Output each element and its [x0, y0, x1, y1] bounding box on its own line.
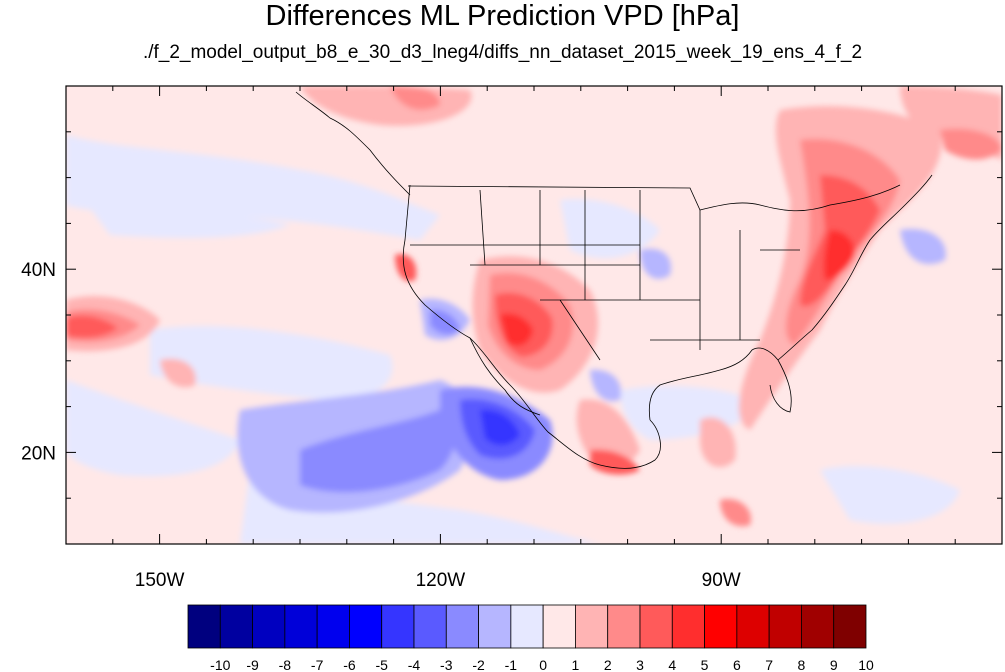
colorbar-swatch — [510, 604, 544, 649]
plot-subtitle: ./f_2_model_output_b8_e_30_d3_lneg4/diff… — [142, 42, 863, 63]
colorbar-label: -6 — [343, 657, 356, 672]
colorbar-label: 6 — [733, 657, 741, 672]
colorbar-swatch — [413, 604, 447, 649]
x-tick-label: 90W — [702, 570, 741, 591]
colorbar-swatch — [833, 604, 867, 649]
colorbar-label: 3 — [636, 657, 644, 672]
colorbar-label: 2 — [604, 657, 612, 672]
colorbar-label: 10 — [858, 657, 874, 672]
colorbar-swatch — [316, 604, 350, 649]
colorbar-label: -10 — [210, 657, 230, 672]
coastlines-and-borders — [295, 91, 933, 469]
colorbar-swatch — [704, 604, 738, 649]
colorbar-swatch — [607, 604, 641, 649]
colorbar-swatch — [671, 604, 705, 649]
colorbar-label: 7 — [765, 657, 773, 672]
colorbar-label: -1 — [505, 657, 518, 672]
colorbar: -10 -9 -8 -7 -6 -5 -4 -3 -2 -1 0 1 2 3 4 5 6 7 8 9 10 — [187, 604, 874, 672]
colorbar-swatch — [736, 604, 770, 649]
y-tick-label: 40N — [21, 260, 56, 281]
colorbar-swatch — [768, 604, 802, 649]
colorbar-swatch — [542, 604, 576, 649]
colorbar-label: -7 — [311, 657, 324, 672]
colorbar-label: 4 — [668, 657, 676, 672]
colorbar-swatch — [349, 604, 383, 649]
colorbar-label: 9 — [830, 657, 838, 672]
colorbar-label: 5 — [701, 657, 709, 672]
colorbar-swatch — [801, 604, 835, 649]
colorbar-swatch — [219, 604, 253, 649]
colorbar-swatch — [445, 604, 479, 649]
colorbar-label: -3 — [440, 657, 453, 672]
colorbar-swatch — [252, 604, 286, 649]
colorbar-label: -5 — [375, 657, 388, 672]
x-tick-label: 150W — [135, 570, 185, 591]
colorbar-label: -8 — [279, 657, 292, 672]
colorbar-swatch — [575, 604, 609, 649]
colorbar-label: -4 — [408, 657, 421, 672]
vpd-difference-field — [66, 86, 1002, 544]
colorbar-label: 8 — [798, 657, 806, 672]
axis-ticks — [65, 85, 1003, 545]
colorbar-label: 0 — [539, 657, 547, 672]
colorbar-label: 1 — [572, 657, 580, 672]
x-tick-label: 120W — [416, 570, 466, 591]
colorbar-swatch — [639, 604, 673, 649]
y-tick-label: 20N — [21, 443, 56, 464]
colorbar-swatch — [478, 604, 512, 649]
colorbar-swatch — [284, 604, 318, 649]
colorbar-swatch — [381, 604, 415, 649]
plot-title: Differences ML Prediction VPD [hPa] — [265, 0, 740, 32]
colorbar-swatch — [187, 604, 221, 649]
colorbar-label: -2 — [472, 657, 485, 672]
colorbar-label: -9 — [246, 657, 259, 672]
axis-tick-labels: 150W 120W 90W 20N 40N — [21, 260, 741, 591]
